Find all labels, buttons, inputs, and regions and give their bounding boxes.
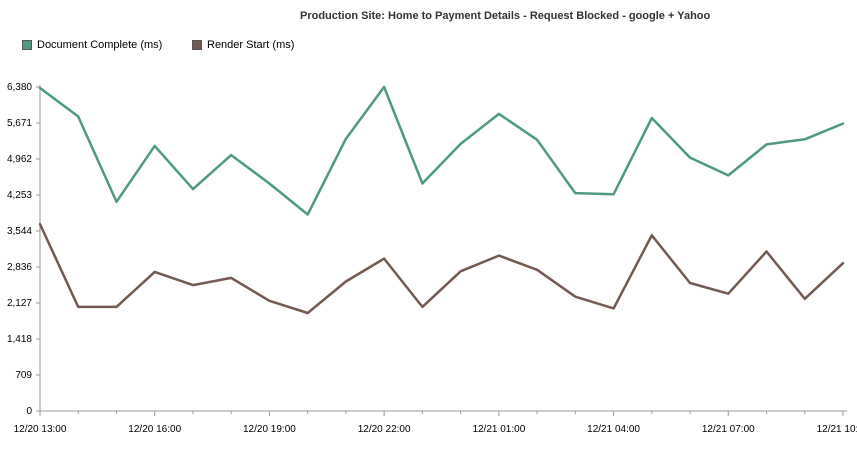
chart-title: Production Site: Home to Payment Details… <box>300 10 711 22</box>
x-tick-label: 12/20 13:00 <box>14 424 67 435</box>
x-tick-label: 12/20 16:00 <box>128 424 181 435</box>
y-tick-label: 4,253 <box>7 190 32 201</box>
series-line-0[interactable] <box>38 85 845 216</box>
legend-label-document-complete: Document Complete (ms) <box>37 39 163 51</box>
y-tick-label: 2,127 <box>7 298 32 309</box>
legend-item-render-start[interactable]: Render Start (ms) <box>192 39 294 51</box>
y-tick-label: 5,671 <box>7 118 32 129</box>
legend-label-render-start: Render Start (ms) <box>207 39 295 51</box>
x-tick-label: 12/20 22:00 <box>358 424 411 435</box>
y-tick-label: 3,544 <box>7 226 32 237</box>
y-tick-label: 0 <box>26 406 32 417</box>
x-tick-label: 12/21 07:00 <box>702 424 755 435</box>
legend-swatch-document-complete <box>22 40 32 50</box>
x-tick-label: 12/21 01:00 <box>472 424 525 435</box>
y-tick-label: 2,836 <box>7 262 32 273</box>
x-tick-label: 12/20 19:00 <box>243 424 296 435</box>
y-tick-label: 1,418 <box>7 334 32 345</box>
x-tick-label: 12/21 10:00 <box>817 424 857 435</box>
y-tick-label: 4,962 <box>7 154 32 165</box>
y-tick-label: 709 <box>15 370 32 381</box>
legend-swatch-render-start <box>192 40 202 50</box>
x-tick-label: 12/21 04:00 <box>587 424 640 435</box>
legend-item-document-complete[interactable]: Document Complete (ms) <box>22 39 162 51</box>
y-tick-label: 6,380 <box>7 82 32 93</box>
series-line-1[interactable] <box>38 222 845 315</box>
